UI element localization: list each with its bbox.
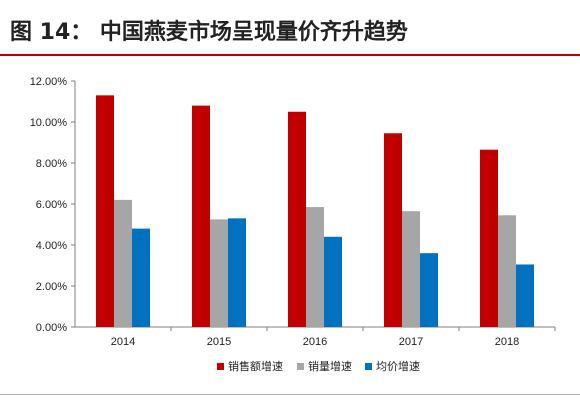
bar <box>420 253 438 327</box>
figure-title: 图 14： 中国燕麦市场呈现量价齐升趋势 <box>10 20 408 45</box>
figure-header: 图 14： 中国燕麦市场呈现量价齐升趋势 <box>0 0 580 56</box>
y-tick-label: 2.00% <box>36 281 67 293</box>
x-tick-label: 2017 <box>399 336 423 348</box>
y-tick-label: 8.00% <box>36 158 67 170</box>
bar <box>402 211 420 327</box>
legend-label: 销售额增速 <box>228 359 283 373</box>
bar <box>288 111 306 327</box>
legend-swatch <box>365 363 372 370</box>
y-tick-label: 0.00% <box>36 322 67 334</box>
bottom-rule <box>0 394 580 395</box>
y-tick-label: 12.00% <box>30 76 68 88</box>
bar <box>96 95 114 327</box>
x-tick-label: 2014 <box>111 336 135 348</box>
header-rule <box>0 54 580 56</box>
legend-label: 均价增速 <box>376 359 420 373</box>
chart-legend: 销售额增速 销量增速 均价增速 <box>217 359 420 373</box>
bar <box>480 149 498 327</box>
legend-swatch <box>217 363 224 370</box>
legend-swatch <box>297 363 304 370</box>
bar <box>516 264 534 327</box>
x-tick-label: 2018 <box>495 336 519 348</box>
legend-label: 销量增速 <box>308 359 352 373</box>
bar <box>192 105 210 327</box>
bar <box>114 199 132 327</box>
x-tick-label: 2015 <box>207 336 231 348</box>
chart-axes: 0.00% 2.00% 4.00% 6.00% 8.00% 10.00% 12.00% 201… <box>30 76 556 348</box>
bar <box>228 218 246 327</box>
chart-bars <box>96 95 534 327</box>
y-tick-label: 4.00% <box>36 240 67 252</box>
bar <box>306 207 324 327</box>
y-tick-label: 10.00% <box>30 117 68 129</box>
bar <box>498 215 516 327</box>
bar <box>210 219 228 327</box>
bar <box>384 133 402 327</box>
x-tick-label: 2016 <box>303 336 327 348</box>
bar <box>132 228 150 327</box>
y-tick-label: 6.00% <box>36 199 67 211</box>
bar <box>324 236 342 327</box>
